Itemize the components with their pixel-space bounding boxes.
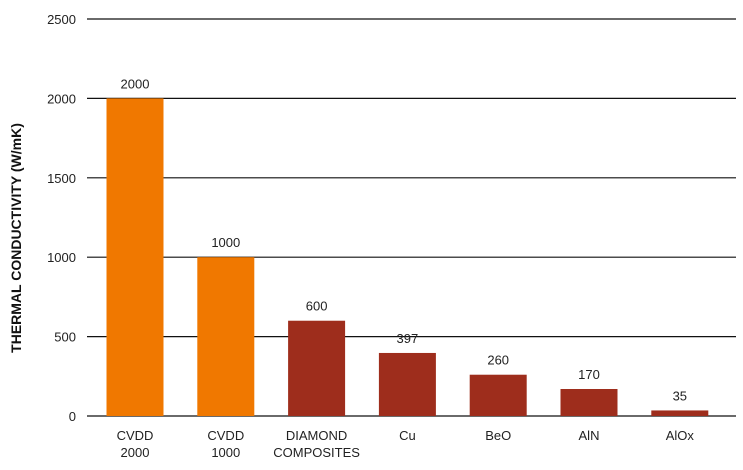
x-tick-label: CVDD 1000 <box>207 428 244 460</box>
bar <box>197 257 255 416</box>
data-label: 35 <box>673 388 687 403</box>
x-tick-label: CVDD 2000 <box>117 428 154 460</box>
x-tick-label: AlOx <box>666 428 695 443</box>
y-tick-label: 500 <box>54 330 76 345</box>
bar <box>288 320 346 416</box>
y-tick-label: 0 <box>69 409 76 424</box>
data-label: 600 <box>306 299 328 314</box>
x-tick-label: AlN <box>579 428 600 443</box>
y-tick-label: 2500 <box>47 12 76 27</box>
data-label: 1000 <box>211 235 240 250</box>
data-label: 2000 <box>121 76 150 91</box>
bar <box>106 98 164 417</box>
y-tick-label: 1000 <box>47 250 76 265</box>
y-axis-title: THERMAL CONDUCTIVITY (W/mK) <box>8 123 24 353</box>
x-tick-label: Cu <box>399 428 416 443</box>
y-tick-label: 1500 <box>47 171 76 186</box>
bar <box>560 389 618 416</box>
bar-layer <box>106 98 709 417</box>
bar <box>651 410 709 416</box>
x-tick-label: DIAMOND COMPOSITES <box>273 428 360 460</box>
data-label: 260 <box>487 353 509 368</box>
data-label: 170 <box>578 367 600 382</box>
x-tick-label: BeO <box>485 428 511 443</box>
grid-layer <box>87 18 736 417</box>
label-layer: 0 500 1000 1500 2000 2500 2000 CVDD 2000 1000 CVDD… <box>47 12 694 460</box>
bar <box>469 374 527 416</box>
data-label: 397 <box>397 331 419 346</box>
y-tick-label: 2000 <box>47 91 76 106</box>
bar <box>378 352 436 416</box>
